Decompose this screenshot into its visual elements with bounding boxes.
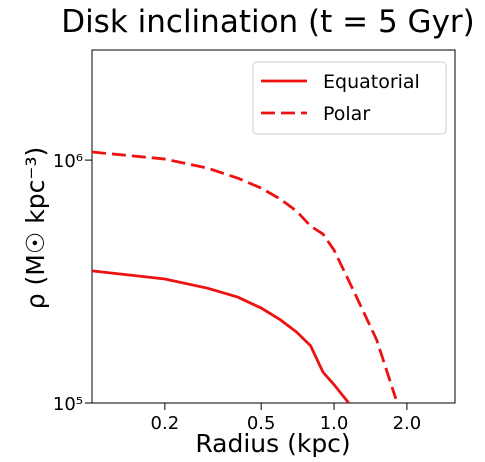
x-tick-label: 2.0 [393,413,422,434]
legend-label: Equatorial [323,71,420,93]
chart-title: Disk inclination (t = 5 Gyr) [61,4,475,40]
x-tick-label: 1.0 [320,413,349,434]
y-tick-label: 10⁶ [53,151,83,172]
y-tick-label: 10⁵ [53,394,83,415]
y-axis-label: ρ (M☉ kpc⁻³) [21,147,50,310]
x-axis-label: Radius (kpc) [195,429,350,458]
x-tick-label: 0.2 [151,413,180,434]
x-tick-label: 0.5 [247,413,276,434]
line-series [92,269,350,403]
plot-frame [91,49,456,404]
legend-label: Polar [323,103,370,125]
